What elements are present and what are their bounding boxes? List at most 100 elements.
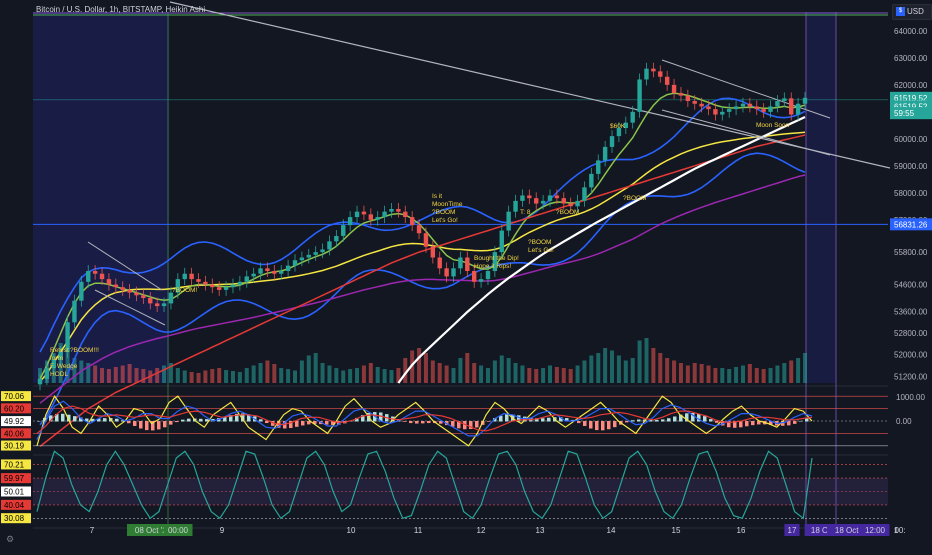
volume-bar (341, 370, 346, 383)
volume-bar (251, 365, 256, 383)
candle-body (244, 276, 249, 282)
price-tick-label: 51200.00 (894, 372, 928, 381)
annotation-label: F. Wedge (50, 363, 78, 370)
volume-bar (65, 348, 70, 383)
candle-body (334, 235, 339, 242)
oscillator-histogram-bar (499, 415, 503, 422)
ma-red-line (39, 134, 806, 447)
candle-body (664, 76, 670, 85)
oscillator-histogram-bar (745, 421, 749, 427)
candle-body (527, 195, 532, 199)
oscillator-histogram-bar (475, 421, 479, 428)
candle-body (789, 98, 794, 115)
oscillator-histogram-bar (757, 421, 761, 425)
volume-bar (437, 363, 442, 383)
oscillator-histogram-bar (103, 418, 107, 422)
x-axis-tick-label: 11 (414, 526, 423, 535)
candle-body (409, 217, 415, 226)
candle-body (733, 106, 739, 110)
oscillator-histogram-bar (145, 421, 149, 431)
volume-bar (106, 369, 111, 383)
wedge-left-bottom (94, 289, 166, 326)
oscillator-red-line (36, 405, 813, 434)
candle-body (430, 246, 436, 258)
volume-bar (86, 363, 91, 383)
currency-button[interactable]: $ USD (892, 4, 932, 20)
candle-body (58, 351, 63, 361)
annotation-label: ?BOOM! (172, 287, 197, 294)
oscillator-histogram-bar (289, 421, 293, 429)
volume-bar (293, 370, 297, 383)
candle-body (706, 106, 711, 110)
volume-bar (692, 363, 697, 383)
x-axis-tick-label: 12:00 (865, 526, 886, 535)
stochastic-left-label: 59.97 (4, 474, 25, 483)
oscillator-histogram-bar (457, 421, 461, 429)
settings-icon[interactable]: ⚙ (6, 534, 15, 544)
price-tick-label: 53600.00 (894, 307, 928, 316)
candle-body (272, 271, 277, 274)
candle-body (285, 265, 291, 272)
oscillator-histogram-bar (409, 421, 413, 424)
annotation-label: $60K (610, 123, 626, 130)
annotation-label: Retest (50, 347, 69, 354)
volume-bar (610, 350, 615, 383)
candle-body (602, 146, 608, 161)
oscillator-histogram-bar (85, 418, 89, 422)
candle-body (223, 287, 229, 290)
candle-body (802, 97, 808, 104)
x-axis-highlight (163, 524, 193, 536)
oscillator-histogram-bar (205, 419, 209, 422)
volume-bar (651, 348, 656, 383)
oscillator-histogram-bar (691, 412, 695, 422)
volume-bar (479, 365, 484, 383)
price-tick-label: 59000.00 (894, 162, 928, 171)
volume-bar (589, 355, 594, 383)
oscillator-histogram-bar (271, 421, 275, 426)
oscillator-left-label-box (1, 428, 31, 439)
oscillator-histogram-bar (469, 421, 473, 430)
candle-body (692, 101, 697, 104)
wedge-bottom-line (661, 109, 831, 156)
volume-bar (113, 367, 118, 383)
x-axis-tick-label: 12 (477, 526, 486, 535)
candle-body (596, 160, 601, 174)
candle-body (320, 249, 325, 253)
volume-bar (299, 360, 304, 383)
price-tick-label: 58000.00 (894, 189, 928, 198)
volume-bar (355, 368, 360, 383)
candle-body (65, 322, 70, 352)
x-axis-tick-label: 9 (220, 526, 225, 535)
candle-body (768, 106, 773, 112)
candle-body (761, 109, 766, 112)
candle-body (203, 281, 208, 285)
volume-bar (727, 369, 732, 383)
oscillator-histogram-bar (313, 421, 317, 424)
oscillator-histogram-bar (337, 421, 341, 425)
oscillator-histogram-bar (49, 415, 53, 422)
bollinger-upper (39, 97, 806, 353)
candle-body (416, 225, 422, 234)
volume-bar (472, 363, 477, 383)
candle-body (637, 79, 642, 112)
candle-body (685, 95, 691, 102)
oscillator-histogram-bar (565, 418, 569, 422)
candle-body (520, 195, 525, 201)
volume-bar (678, 363, 683, 383)
volume-bar (348, 369, 353, 383)
oscillator-histogram-bar (133, 421, 137, 427)
annotation-label: ?BOOM (623, 195, 646, 202)
volume-bar (162, 365, 167, 383)
volume-bar (423, 353, 428, 383)
oscillator-histogram-bar (709, 419, 713, 422)
candle-body (196, 279, 201, 282)
oscillator-blue-line (36, 400, 813, 440)
oscillator-histogram-bar (505, 414, 509, 422)
candle-body (251, 273, 256, 277)
volume-bar (740, 365, 745, 383)
candle-body (485, 271, 491, 280)
oscillator-histogram-bar (91, 418, 95, 422)
volume-bar (747, 364, 752, 383)
